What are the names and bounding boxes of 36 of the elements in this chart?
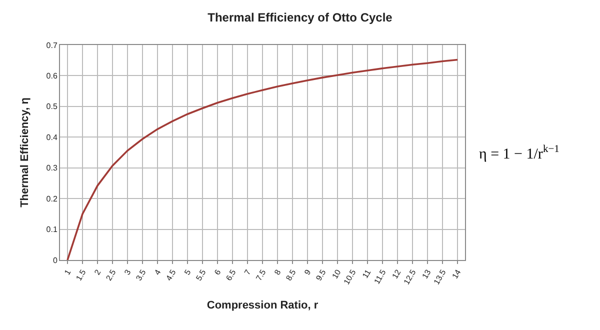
x-tick-label: 8.5 [284, 268, 298, 282]
x-tick-label: 5.5 [194, 268, 208, 282]
x-tick-label: 9 [302, 268, 313, 276]
y-tick-label: 0.3 [46, 164, 58, 173]
y-tick-label: 0.4 [46, 132, 58, 142]
x-tick-label: 2.5 [104, 268, 118, 282]
x-tick-label: 3 [122, 268, 133, 276]
x-tick-label: 13 [420, 268, 433, 280]
x-tick-label: 11 [360, 268, 373, 280]
chart-title: Thermal Efficiency of Otto Cycle [208, 10, 393, 25]
y-tick-label: 0 [52, 256, 58, 265]
x-tick-label: 5 [182, 268, 193, 276]
x-tick-label: 8 [272, 268, 283, 276]
x-tick-label: 14 [450, 268, 463, 280]
x-tick-label: 4 [152, 268, 163, 276]
y-tick-label: 0.7 [46, 40, 58, 50]
x-tick-label: 9.5 [314, 268, 328, 282]
x-tick-label: 6 [212, 268, 223, 276]
x-tick-label: 10 [330, 268, 343, 280]
x-tick-label: 2 [92, 268, 103, 276]
line-series [66, 58, 458, 260]
x-tick-label: 7 [242, 268, 253, 276]
y-tick-label: 0.1 [46, 225, 58, 234]
text: η = 1 − 1/r$^{k−1}$ [479, 144, 560, 162]
x-tick-label: 3.5 [134, 268, 148, 282]
y-tick-label: 0.6 [46, 72, 58, 81]
x-tick-label: 1.5 [74, 268, 88, 282]
y-tick-label: 0.2 [46, 194, 58, 204]
x-axis-title: Compression Ratio, r [206, 299, 319, 312]
y-tick-label: 0.5 [46, 102, 58, 112]
x-tick-label: 6.5 [224, 268, 238, 282]
x-tick-label: 1 [62, 268, 73, 276]
x-tick-label: 7.5 [254, 268, 268, 282]
x-tick-label: 4.5 [164, 268, 178, 282]
y-axis-title: Thermal Efficiency, η [18, 97, 31, 208]
x-tick-label: 12 [390, 268, 403, 280]
